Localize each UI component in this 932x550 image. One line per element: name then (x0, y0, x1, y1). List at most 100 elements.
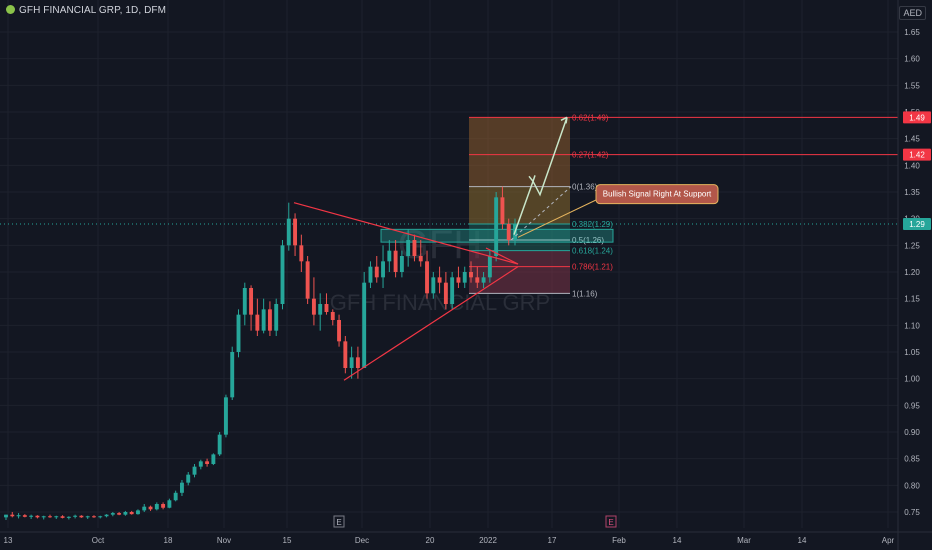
candle-body (418, 256, 423, 262)
candle-body (154, 504, 159, 510)
candle-body (481, 277, 486, 283)
earnings-event-marker[interactable] (605, 515, 617, 528)
candle-body (355, 357, 360, 368)
symbol-header[interactable]: GFH FINANCIAL GRP, 1D, DFM (6, 5, 166, 16)
candle-body (393, 250, 398, 272)
x-tick-label: 18 (164, 536, 173, 545)
candle-body (412, 240, 417, 256)
symbol-watermark: GFH GFH FINANCIAL GRP (330, 223, 550, 315)
fib-level-label: 0.5(1.26) (572, 236, 604, 245)
candle-body (98, 516, 103, 518)
y-tick-label: 0.80 (904, 481, 920, 490)
candle-body (305, 261, 310, 299)
candle-body (324, 304, 329, 312)
y-tick-label: 1.00 (904, 375, 920, 384)
candle-body (500, 197, 505, 224)
fib-level-label: 0.27(1.42) (572, 151, 609, 160)
candle-body (343, 341, 348, 368)
candle-body (110, 513, 115, 515)
candle-body (255, 314, 260, 331)
projection-arrow-path[interactable] (513, 117, 568, 235)
lower-trendline[interactable] (343, 266, 519, 381)
candle-body (337, 320, 341, 342)
y-tick-label: 1.55 (904, 81, 920, 90)
price-tag-label: 1.29 (909, 220, 925, 229)
time-axis[interactable]: 13 Oct 18 Nov 15 Dec 20 2022 17 Feb 14 Mar 14 Apr E E (0, 515, 932, 545)
candle-body (167, 500, 172, 508)
y-tick-label: 1.25 (904, 241, 920, 250)
fibonacci-zone[interactable]: 0.62(1.49)0.27(1.42)0(1.36)0.382(1.29)0.… (0, 113, 898, 298)
candle-body (54, 516, 59, 518)
x-tick-label: Feb (612, 536, 626, 545)
currency-badge[interactable]: AED (899, 6, 926, 20)
y-tick-label: 1.35 (904, 188, 920, 197)
pattern-drawings[interactable]: Bullish Signal Right At Support (293, 116, 719, 381)
symbol-line: GFH FINANCIAL GRP, 1D, DFM (19, 5, 167, 16)
upper-trendline[interactable] (293, 202, 519, 265)
candle-body (236, 314, 241, 352)
x-tick-label: 20 (426, 536, 435, 545)
candle-body (274, 304, 279, 331)
price-axis[interactable]: 1.651.601.551.501.451.401.351.301.251.20… (897, 0, 931, 550)
candle-body (66, 516, 71, 518)
candle-body (123, 512, 128, 515)
y-tick-label: 1.10 (904, 321, 920, 330)
candle-body (242, 288, 247, 315)
annotation-callout[interactable] (595, 184, 719, 205)
candle-body (129, 512, 134, 515)
x-tick-label: Oct (92, 536, 105, 545)
earnings-event-label: E (336, 518, 341, 527)
price-tag[interactable] (903, 111, 931, 124)
candle-body (180, 482, 184, 493)
candle-body (456, 277, 461, 283)
candle-body (10, 514, 15, 517)
candle-body (211, 454, 216, 464)
x-tick-label: 17 (548, 536, 557, 545)
watermark-name: GFH FINANCIAL GRP (330, 290, 550, 315)
y-tick-label: 0.85 (904, 455, 920, 464)
fib-level-label: 1(1.16) (572, 289, 598, 298)
candle-body (368, 266, 373, 283)
candle-body (406, 240, 411, 256)
candle-body (29, 515, 34, 517)
candle-body (73, 515, 78, 517)
y-tick-label: 1.05 (904, 348, 920, 357)
candlestick-series (4, 186, 517, 520)
candle-body (104, 514, 109, 517)
x-tick-label: 15 (283, 536, 292, 545)
candle-body (293, 218, 298, 246)
candle-body (35, 515, 40, 518)
annotation-text: Bullish Signal Right At Support (603, 190, 712, 199)
price-tag[interactable] (903, 148, 931, 161)
candle-body (60, 516, 65, 518)
chart-grid (0, 0, 898, 528)
candle-body (349, 357, 354, 368)
fib-level-label: 0(1.36) (572, 183, 598, 192)
y-tick-label: 1.15 (904, 295, 920, 304)
candle-body (286, 218, 291, 246)
y-tick-label: 1.45 (904, 135, 920, 144)
candle-body (205, 461, 210, 464)
price-tag[interactable] (903, 218, 931, 230)
x-tick-label: Mar (737, 536, 751, 545)
candle-body (79, 515, 84, 518)
candle-body (506, 224, 511, 240)
candle-body (173, 492, 178, 501)
candle-body (299, 245, 304, 262)
candle-body (4, 514, 8, 518)
candle-body (431, 277, 436, 294)
candle-body (85, 516, 90, 518)
x-tick-label: 14 (673, 536, 682, 545)
candle-body (462, 272, 467, 283)
candle-body (399, 256, 404, 272)
annotation-pointer (517, 199, 597, 238)
earnings-event-label: E (608, 518, 613, 527)
candle-body (362, 282, 367, 368)
fib-level-label: 0.62(1.49) (572, 113, 609, 122)
y-tick-label: 0.75 (904, 508, 920, 517)
candle-body (475, 277, 480, 283)
candle-body (117, 513, 122, 515)
projection-dashed-line (510, 186, 572, 241)
earnings-event-marker[interactable] (333, 515, 345, 528)
